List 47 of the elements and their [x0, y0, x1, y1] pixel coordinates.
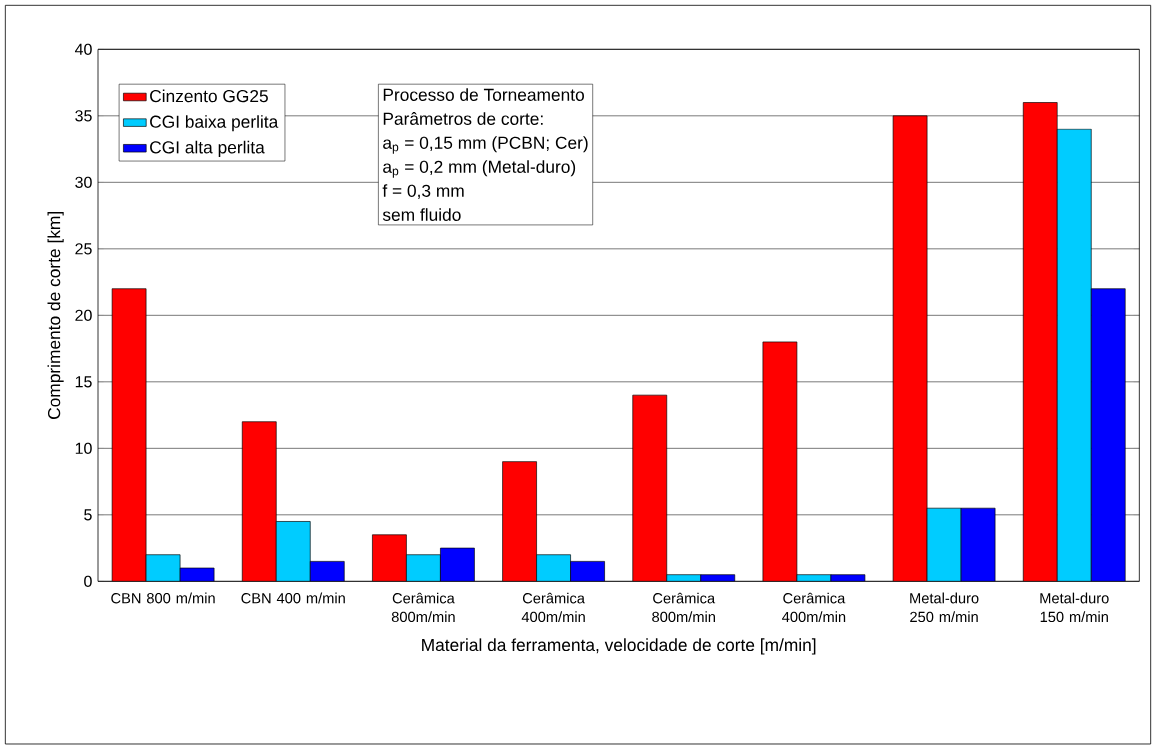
y-tick-label: 15 [75, 376, 92, 388]
bar [241, 421, 277, 582]
annotation: Parâmetros de corte: [383, 111, 543, 125]
x-tick-label: Metal-duro 150 m/min [1040, 592, 1109, 622]
x-axis-title: Material da ferramenta, velocidade de corte [m/min] [422, 638, 816, 655]
bar [762, 341, 798, 582]
x-tick-label: Cerâmica 400m/min [521, 592, 585, 622]
annotation: sem fluido [382, 208, 461, 221]
y-tick-label: 25 [75, 243, 92, 255]
x-tick-label: Cerâmica 800m/min [652, 592, 716, 622]
x-tick-label: CBN 400 m/min [241, 592, 345, 604]
y-tick-label: 5 [84, 509, 92, 521]
annotation: Processo de Torneamento [383, 88, 584, 101]
bar [960, 507, 996, 582]
legend-label: CGI alta perlita [150, 140, 265, 157]
x-tick-label: Cerâmica 400m/min [782, 592, 846, 622]
annotation: f = 0,3 mm [382, 184, 464, 199]
y-tick-label: 0 [84, 575, 92, 587]
bar [372, 534, 407, 582]
legend-label: CGI baixa perlita [150, 114, 279, 132]
bar [275, 520, 311, 582]
bar [1090, 288, 1126, 582]
bar [502, 461, 537, 582]
y-tick-label: 30 [75, 176, 92, 188]
bar [309, 560, 345, 582]
bar [632, 394, 668, 582]
y-tick-label: 20 [75, 309, 92, 321]
bar [111, 288, 147, 582]
x-tick-label: CBN 800 m/min [111, 592, 215, 604]
legend-label: Cinzento GG25 [150, 89, 268, 103]
x-tick-label: Metal-duro 250 m/min [910, 592, 979, 622]
y-axis-title: Comprimento de corte [km] [47, 211, 64, 419]
bar [570, 560, 605, 582]
annotation: a$_{p}$ = 0,2 mm (Metal-duro) [383, 160, 576, 178]
bar [892, 115, 928, 582]
bar [406, 554, 441, 582]
bar [536, 554, 571, 582]
y-tick-label: 35 [75, 110, 92, 122]
bar [926, 507, 962, 582]
bar [145, 554, 181, 582]
bar [1056, 128, 1092, 582]
annotation: a$_{p}$ = 0,15 mm (PCBN; Cer) [383, 136, 588, 154]
bar [1022, 102, 1058, 582]
x-tick-label: Cerâmica 800m/min [391, 592, 455, 622]
bar [440, 547, 475, 582]
y-tick-label: 10 [75, 442, 92, 454]
y-tick-label: 40 [74, 43, 92, 55]
